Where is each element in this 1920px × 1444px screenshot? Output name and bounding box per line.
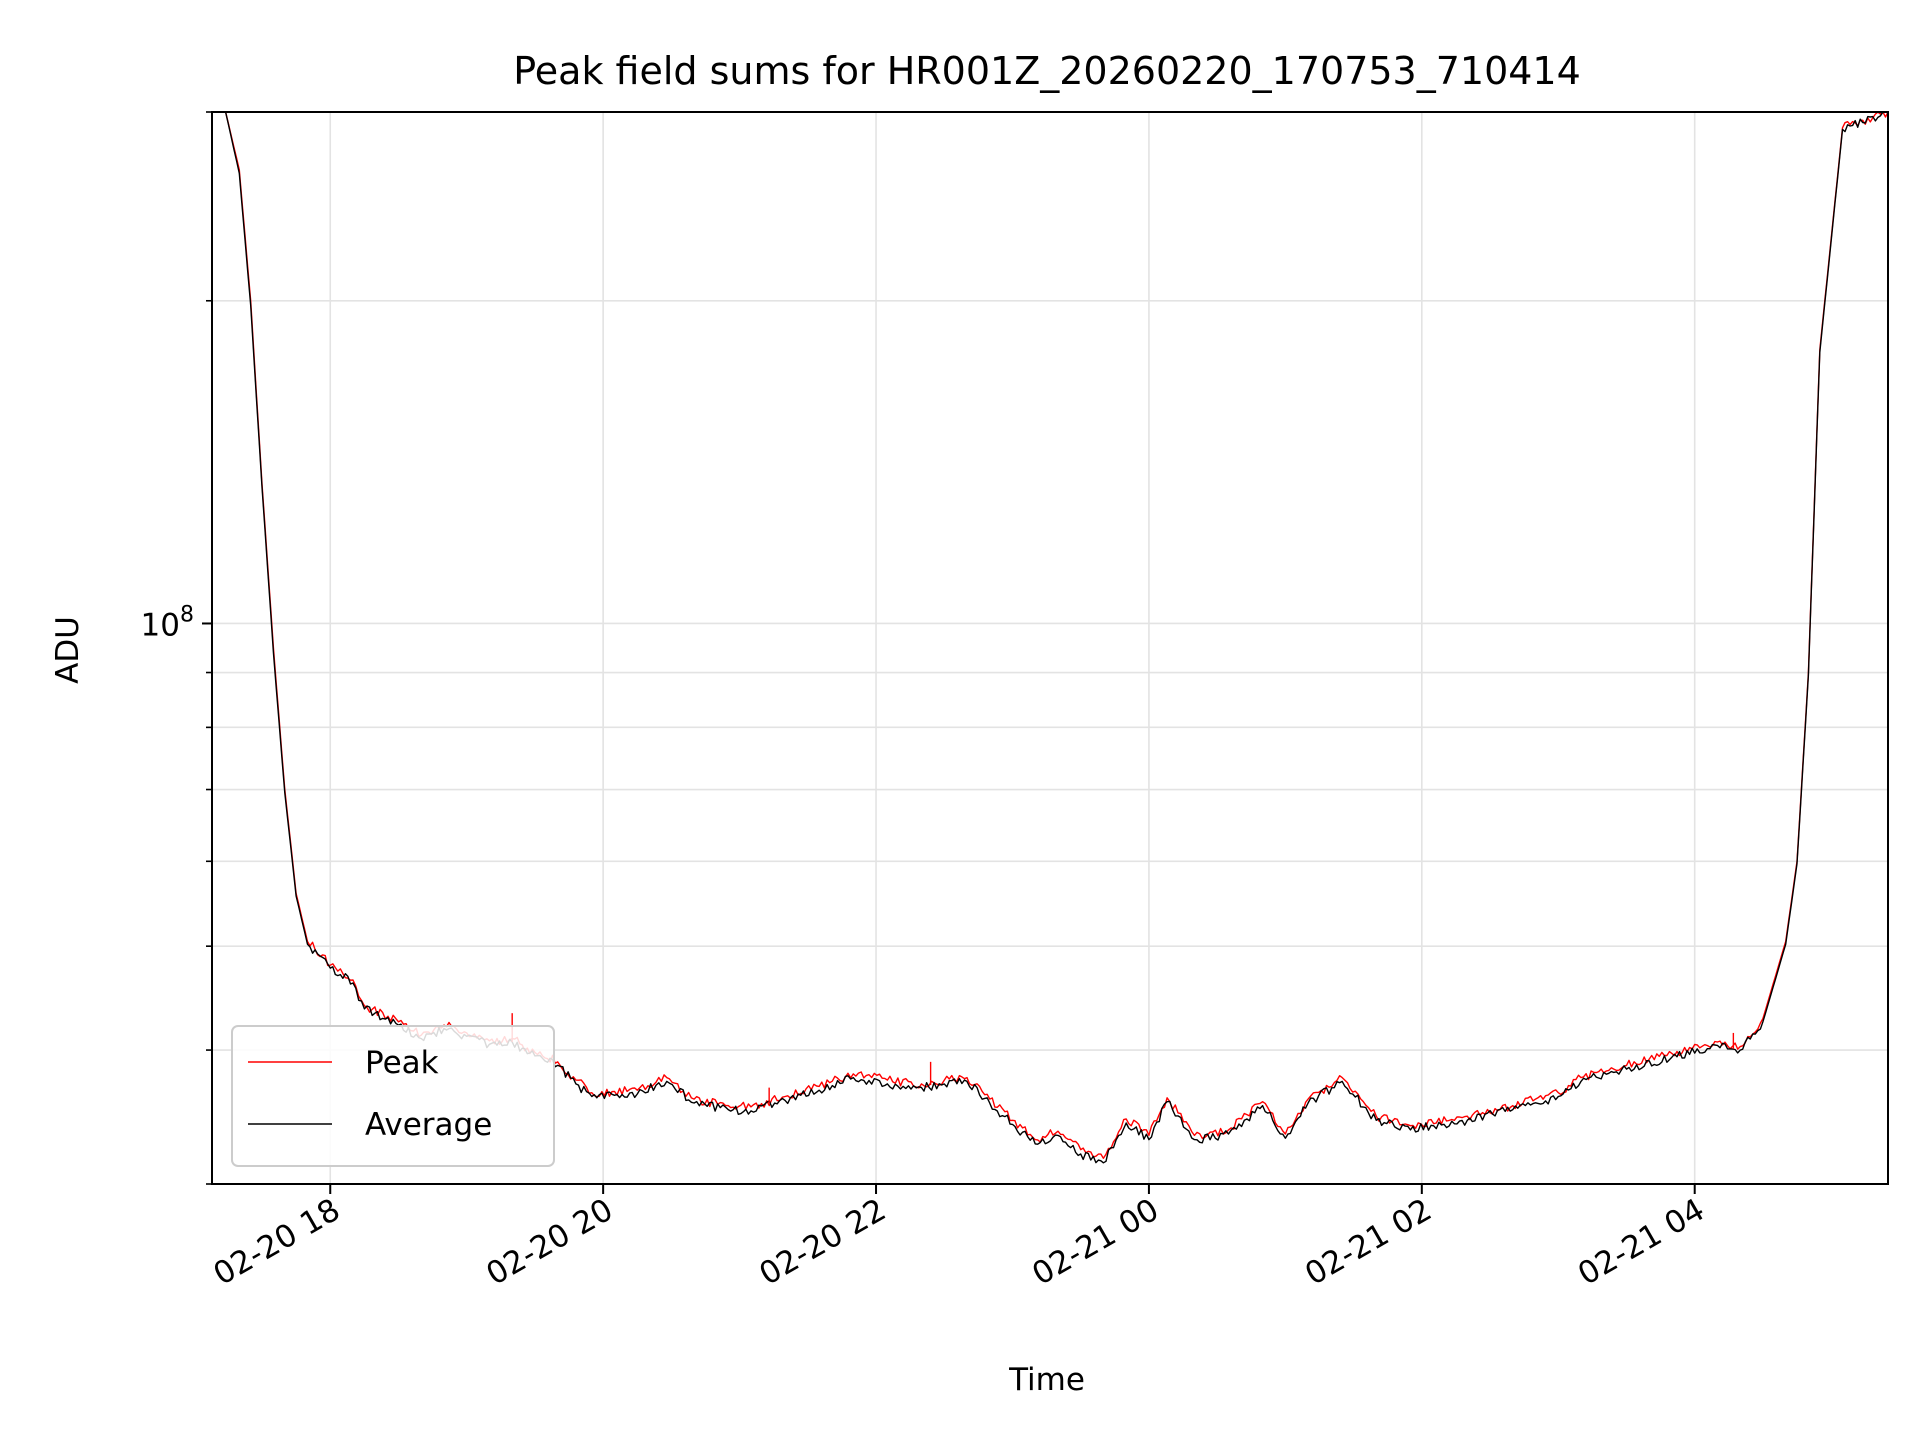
legend: Peak Average <box>231 1025 555 1167</box>
x-axis-label: Time <box>1008 1362 1085 1398</box>
legend-label-average: Average <box>365 1107 492 1143</box>
y-tick-label-exponent: 8 <box>180 602 194 627</box>
y-tick-label: 108 <box>141 602 194 643</box>
legend-box <box>231 1025 555 1167</box>
plot-frame <box>211 111 1889 1185</box>
chart-title: Peak field sums for HR001Z_20260220_1707… <box>513 49 1581 93</box>
y-axis-label: ADU <box>50 616 86 684</box>
y-axis-ticks: 108 <box>141 111 212 1185</box>
y-tick-label-base: 10 <box>141 607 180 643</box>
legend-label-peak: Peak <box>365 1045 439 1081</box>
